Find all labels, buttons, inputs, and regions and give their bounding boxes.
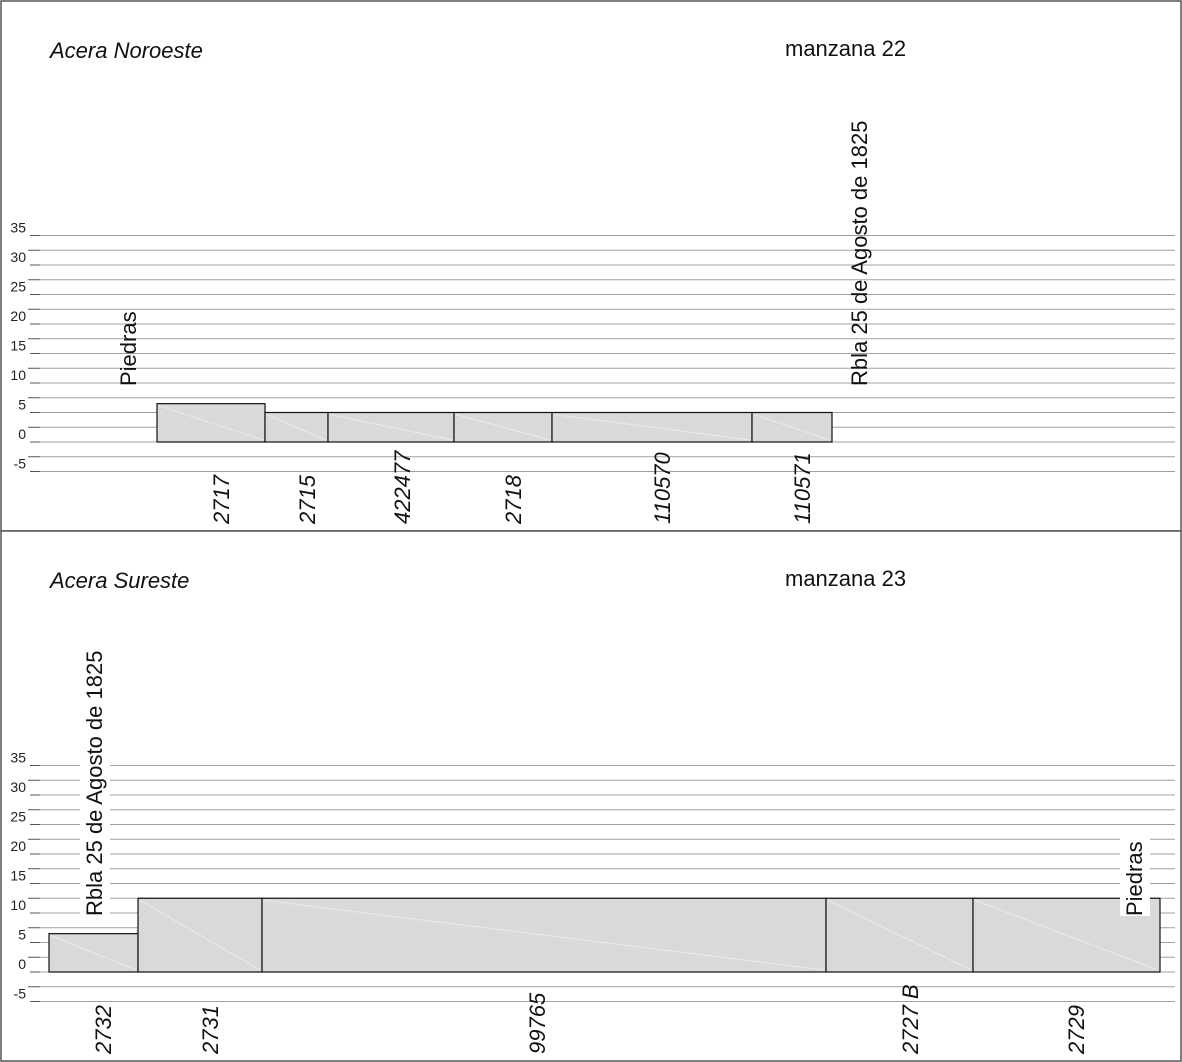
acera-title: Acera Sureste [48, 568, 189, 593]
lots: 2732 2731 99765 2727 B 2729 [48, 897, 1161, 1055]
lot-label: 110570 [650, 451, 675, 524]
y-tick-label: 10 [10, 897, 26, 913]
y-tick-label: 10 [10, 367, 26, 383]
panel-frame [0, 530, 1182, 1062]
y-tick-label: 5 [18, 397, 26, 413]
y-tick-label: -5 [14, 986, 27, 1002]
grid: 35 30 25 20 15 10 5 0 -5 [10, 220, 1175, 472]
lot-label: 2732 [91, 1005, 116, 1055]
street-label-left: Rbla 25 de Agosto de 1825 [80, 620, 110, 916]
y-tick-label: 15 [10, 338, 26, 354]
y-tick-label: 25 [10, 279, 26, 295]
panel-noroeste: 35 30 25 20 15 10 5 0 -5 2717 2715 422477 2718 11057… [0, 0, 1182, 532]
lots: 2717 2715 422477 2718 110570 110571 [156, 403, 833, 525]
lot-label: 422477 [390, 450, 415, 524]
y-tick-label: 15 [10, 868, 26, 884]
lot-diagonal [266, 414, 327, 441]
y-tick-label: 30 [10, 249, 26, 265]
panel-frame [0, 0, 1182, 532]
lot-label: 2729 [1064, 1005, 1089, 1055]
street-label-right: Piedras [1120, 832, 1150, 916]
lot-label: 2715 [295, 474, 320, 525]
street-label-left: Piedras [116, 311, 141, 386]
acera-title: Acera Noroeste [48, 38, 203, 63]
lot-diagonal [553, 414, 751, 441]
lot-diagonal [263, 899, 825, 971]
y-tick-label: 5 [18, 927, 26, 943]
y-tick-label: 20 [10, 838, 26, 854]
lot-label: 2727 B [898, 984, 923, 1055]
y-tick-label: 30 [10, 779, 26, 795]
y-tick-label: 35 [10, 750, 26, 766]
lot-label: 2717 [209, 474, 234, 525]
y-tick-label: 35 [10, 220, 26, 236]
lot-110571 [751, 411, 833, 443]
lot-diagonal [158, 405, 264, 441]
lot-label: 99765 [525, 992, 550, 1054]
y-tick-label: -5 [14, 456, 27, 472]
street-label-right: Rbla 25 de Agosto de 1825 [847, 121, 872, 386]
street-label-rambla: Rbla 25 de Agosto de 1825 [847, 121, 872, 386]
panel-sureste: 35 30 25 20 15 10 5 0 -5 2732 2731 99765 2727 B 2729… [0, 530, 1182, 1062]
y-tick-label: 20 [10, 308, 26, 324]
lot-diagonal [974, 899, 1159, 971]
lot-label: 2718 [501, 474, 526, 525]
lot-diagonal [753, 414, 831, 441]
street-label-background [80, 620, 110, 916]
lot-diagonal [50, 935, 137, 971]
lot-diagonal [827, 899, 972, 971]
y-tick-label: 0 [18, 426, 26, 442]
manzana-label: manzana 23 [785, 566, 906, 591]
manzana-label: manzana 22 [785, 36, 906, 61]
y-tick-label: 0 [18, 956, 26, 972]
y-tick-label: 25 [10, 809, 26, 825]
lot-diagonal [455, 414, 551, 441]
lot-label: 110571 [790, 452, 815, 524]
street-label-piedras: Piedras [116, 311, 141, 386]
street-label-rambla: Rbla 25 de Agosto de 1825 [82, 651, 107, 916]
lot-diagonal [329, 414, 453, 441]
street-label-piedras: Piedras [1122, 841, 1147, 916]
lot-label: 2731 [198, 1005, 223, 1055]
lot-diagonal [139, 899, 261, 971]
street-label-background [1120, 832, 1150, 916]
